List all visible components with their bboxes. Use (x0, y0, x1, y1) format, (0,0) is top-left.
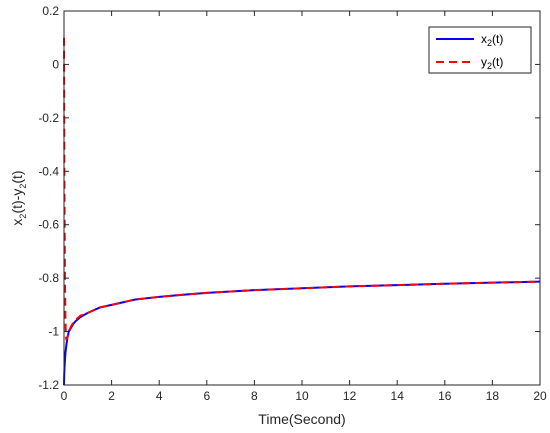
x-tick-label: 20 (533, 389, 547, 403)
x-tick-label: 8 (251, 389, 258, 403)
x-tick-label: 14 (391, 389, 405, 403)
x-tick-label: 0 (61, 389, 68, 403)
x-tick-label: 10 (295, 389, 309, 403)
y-tick-label: -0.4 (38, 164, 59, 178)
x-tick-label: 16 (438, 389, 452, 403)
x-tick-label: 18 (486, 389, 500, 403)
legend-box (428, 26, 532, 74)
x-tick-label: 2 (108, 389, 115, 403)
y-tick-label: -1 (48, 325, 59, 339)
y-axis-ticks: -1.2 -1 -0.8 -0.6 -0.4 -0.2 0 0.2 (38, 4, 540, 392)
legend: x2(t) y2(t) (428, 26, 532, 74)
x-axis-label: Time(Second) (258, 411, 345, 427)
y-tick-label: -0.6 (38, 218, 59, 232)
legend-label-x2: x2(t) (481, 32, 503, 48)
series-layer (63, 37, 541, 386)
y-tick-label: -1.2 (38, 378, 59, 392)
legend-label-y2: y2(t) (481, 55, 503, 71)
y-tick-label: -0.8 (38, 271, 59, 285)
x-tick-label: 12 (343, 389, 357, 403)
x-axis-ticks: 0 2 4 6 8 10 12 14 16 18 20 (61, 11, 547, 403)
x-tick-label: 6 (203, 389, 210, 403)
series-line-y2 (63, 37, 541, 341)
y-tick-label: 0.2 (42, 4, 59, 18)
x-tick-label: 4 (156, 389, 163, 403)
y-tick-label: -0.2 (38, 111, 59, 125)
y-axis-label: x2(t)-y2(t) (9, 170, 28, 225)
y-tick-label: 0 (52, 57, 59, 71)
